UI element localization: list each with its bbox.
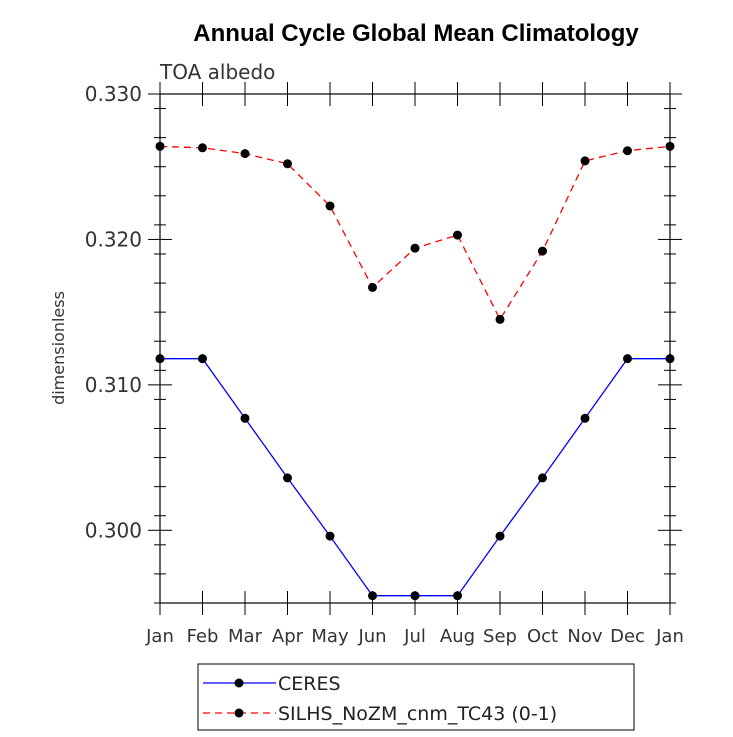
x-tick-label: Nov	[567, 626, 602, 647]
data-point	[665, 354, 675, 364]
legend: CERES SILHS_NoZM_cnm_TC43 (0-1)	[197, 663, 635, 731]
series-group	[155, 141, 675, 601]
x-tick-label: Jun	[357, 626, 386, 647]
legend-marker-1	[234, 678, 244, 688]
x-tick-label: Mar	[228, 626, 263, 647]
data-point	[453, 230, 462, 240]
x-tick-label: Apr	[272, 626, 304, 647]
x-tick-label: Jul	[403, 626, 426, 647]
y-axis-label: dimensionless	[49, 291, 68, 405]
data-point	[495, 531, 505, 541]
data-point	[198, 143, 207, 153]
series-line-2	[159, 145, 671, 321]
x-tick-label: May	[311, 626, 349, 647]
x-tick-label: Jan	[145, 626, 174, 647]
data-point	[325, 201, 335, 211]
data-point	[155, 141, 165, 151]
x-tick-label: Jan	[655, 626, 684, 647]
data-point	[283, 473, 292, 483]
data-point	[368, 591, 377, 601]
x-tick-label: Feb	[187, 626, 219, 647]
legend-box	[197, 663, 635, 731]
y-tick-label: 0.310	[85, 373, 142, 397]
legend-marker-2	[234, 708, 244, 718]
data-point	[325, 531, 335, 541]
data-point	[410, 591, 420, 601]
data-point	[453, 591, 462, 601]
y-tick-label: 0.330	[85, 82, 142, 106]
data-point	[283, 159, 292, 169]
x-tick-label: Aug	[440, 626, 475, 647]
data-point	[623, 354, 632, 364]
data-point	[538, 246, 547, 256]
x-tick-label: Sep	[483, 626, 517, 647]
y-tick-label: 0.300	[85, 518, 142, 542]
axes: Jan Feb Mar Apr May Jun Jul Aug Sep Oct Nov Dec Jan 0…	[85, 82, 684, 647]
data-point	[538, 473, 547, 483]
data-point	[240, 149, 250, 159]
data-point	[240, 413, 250, 423]
y-tick-label: 0.320	[85, 227, 142, 251]
data-point	[665, 141, 675, 151]
series-line-1	[160, 358, 670, 597]
data-point	[623, 146, 632, 156]
x-tick-label: Oct	[527, 626, 558, 647]
data-point	[410, 243, 420, 253]
data-point	[368, 282, 377, 292]
legend-label-2: SILHS_NoZM_cnm_TC43 (0-1)	[278, 703, 557, 725]
data-point	[580, 156, 590, 166]
chart-subtitle: TOA albedo	[159, 60, 275, 84]
data-point	[495, 314, 505, 324]
plot-frame	[159, 93, 671, 604]
data-point	[198, 354, 207, 364]
data-point	[580, 413, 590, 423]
chart-title: Annual Cycle Global Mean Climatology	[193, 20, 639, 47]
data-point	[155, 354, 165, 364]
x-tick-label: Dec	[610, 626, 645, 647]
legend-label-1: CERES	[278, 673, 341, 695]
